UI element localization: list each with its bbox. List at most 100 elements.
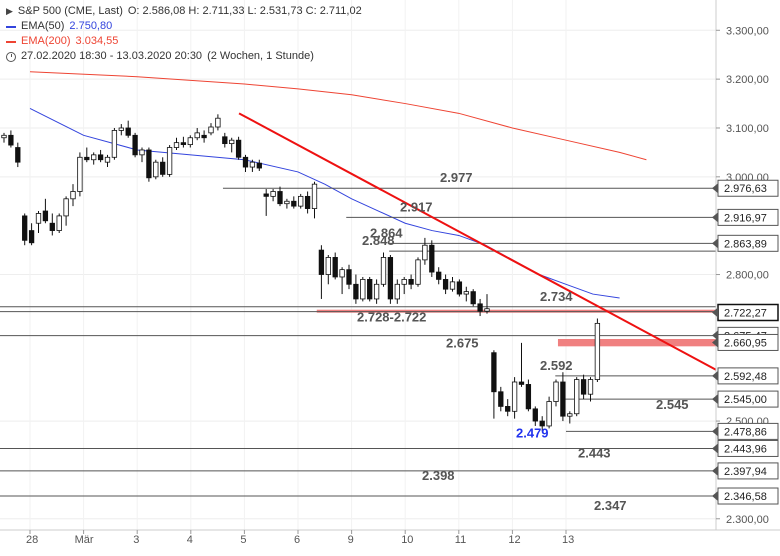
candle-up [449, 281, 456, 290]
candle-up [325, 257, 331, 275]
candle-up [587, 379, 594, 395]
x-tick-label: 10 [401, 534, 413, 546]
level-label: 2.734 [540, 289, 573, 304]
candle-down [477, 303, 483, 312]
candle-down [346, 269, 352, 285]
candle-up [463, 291, 469, 295]
candle-down [125, 127, 131, 136]
candle-down [146, 149, 152, 179]
level-label: 2.347 [594, 498, 627, 513]
ema50-label: EMA(50) [21, 20, 65, 32]
instrument-name: S&P 500 (CME, Last) [17, 5, 123, 17]
price-label-text: 2.592,48 [724, 371, 767, 383]
clock-icon [6, 51, 16, 62]
ema200-swatch [6, 40, 16, 43]
price-label-text: 2.976,63 [724, 183, 767, 195]
candle-down [132, 134, 138, 156]
price-label-text: 2.478,86 [724, 426, 767, 438]
candle-up [208, 126, 214, 134]
ohlc-values: O: 2.586,08 H: 2.711,33 L: 2.531,73 C: 2… [127, 5, 362, 17]
level-label: 2.545 [656, 397, 689, 412]
ema50-value: 2.750,80 [69, 20, 113, 32]
x-tick-label: 6 [294, 534, 300, 546]
time-range: 27.02.2020 18:30 - 13.03.2020 20:30 [21, 50, 203, 62]
candle-up [91, 154, 97, 161]
level-label: 2.977 [440, 170, 473, 185]
candle-down [318, 249, 325, 275]
candle-down [263, 193, 269, 197]
x-tick-label: 11 [455, 534, 466, 546]
price-label-pointer [712, 370, 718, 381]
level-label: 2.917 [400, 199, 433, 214]
candle-up [415, 259, 421, 285]
level-label: 2.479 [516, 425, 549, 440]
x-tick-label: 3 [133, 534, 139, 546]
price-label-pointer [712, 330, 718, 341]
candle-down [442, 279, 449, 290]
y-tick-label: 2.300,00 [726, 514, 769, 526]
level-label: 2.848 [362, 233, 395, 248]
candle-down [242, 156, 249, 168]
candle-up [360, 279, 366, 300]
y-tick-label: 3.300,00 [726, 25, 769, 37]
zone-label: 2.728-2.722 [357, 310, 426, 325]
candle-down [256, 162, 262, 169]
ema200-line [29, 71, 647, 161]
candle-down [367, 279, 373, 300]
price-label-text: 2.346,58 [724, 491, 767, 503]
x-tick-label: 9 [348, 534, 354, 546]
candle-up [284, 200, 290, 205]
candle-up [380, 257, 387, 285]
candle-down [8, 134, 14, 146]
x-tick-label: 5 [240, 534, 246, 546]
candle-up [484, 308, 490, 312]
candle-up [298, 195, 304, 207]
candle-down [518, 381, 525, 385]
candle-up [118, 127, 124, 131]
candle-down [429, 244, 435, 273]
ema50-swatch [6, 25, 16, 28]
price-label-pointer [712, 337, 718, 348]
candle-down [97, 154, 104, 161]
candle-up [70, 191, 76, 200]
candle-up [422, 244, 428, 261]
ema200-value: 3.034,55 [75, 35, 119, 47]
candle-up [35, 213, 42, 224]
y-tick-label: 2.800,00 [726, 270, 769, 282]
legend-ema200-row: EMA(200) 3.034,55 [6, 34, 362, 49]
price-label-pointer [712, 465, 718, 476]
candle-down [456, 281, 463, 295]
candle-down [387, 257, 394, 300]
level-label: 2.864 [370, 225, 403, 240]
candle-up [1, 134, 7, 139]
candle-down [332, 257, 338, 278]
x-tick-label: Mär [75, 534, 94, 546]
interval: (2 Wochen, 1 Stunde) [207, 50, 314, 62]
candle-down [498, 391, 504, 407]
candle-down [353, 283, 359, 300]
price-label-text: 2.443,96 [724, 443, 767, 455]
candle-up [229, 139, 235, 145]
level-label: 2.443 [578, 445, 611, 460]
candle-down [180, 142, 187, 145]
collapse-caret-icon[interactable]: ▶ [6, 6, 13, 16]
candle-down [22, 215, 28, 241]
price-label-text: 2.397,94 [724, 466, 767, 478]
candle-down [235, 139, 242, 158]
legend-range-row: 27.02.2020 18:30 - 13.03.2020 20:30 (2 W… [6, 49, 362, 64]
candle-up [511, 381, 518, 412]
candle-down [84, 156, 90, 161]
candle-up [104, 156, 111, 163]
candle-down [304, 195, 311, 209]
price-label-pointer [712, 183, 718, 194]
candle-down [42, 210, 49, 222]
price-label-text: 2.863,89 [724, 238, 767, 250]
candle-down [201, 134, 207, 139]
candle-up [339, 269, 345, 278]
price-label-pointer [712, 443, 718, 454]
candle-down [222, 136, 228, 145]
candle-down [525, 384, 532, 410]
candle-up [111, 130, 118, 158]
